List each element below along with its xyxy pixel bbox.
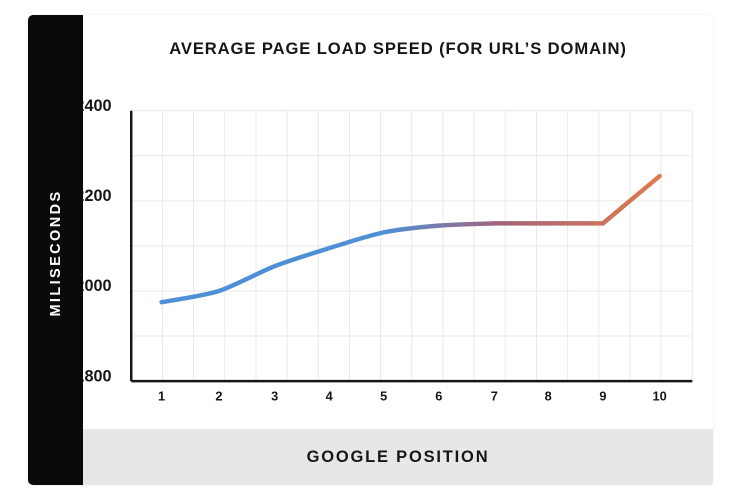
svg-text:2200: 2200 [83,187,112,205]
svg-text:2: 2 [215,389,222,404]
svg-text:2400: 2400 [83,97,112,115]
svg-text:5: 5 [380,389,387,404]
svg-text:3: 3 [271,389,278,404]
svg-text:1: 1 [158,389,165,404]
svg-text:10: 10 [653,389,667,404]
svg-text:1800: 1800 [83,367,112,385]
svg-text:9: 9 [599,389,606,404]
svg-text:4: 4 [326,389,334,404]
svg-text:7: 7 [491,389,498,404]
svg-text:6: 6 [435,389,442,404]
svg-text:8: 8 [545,389,552,404]
